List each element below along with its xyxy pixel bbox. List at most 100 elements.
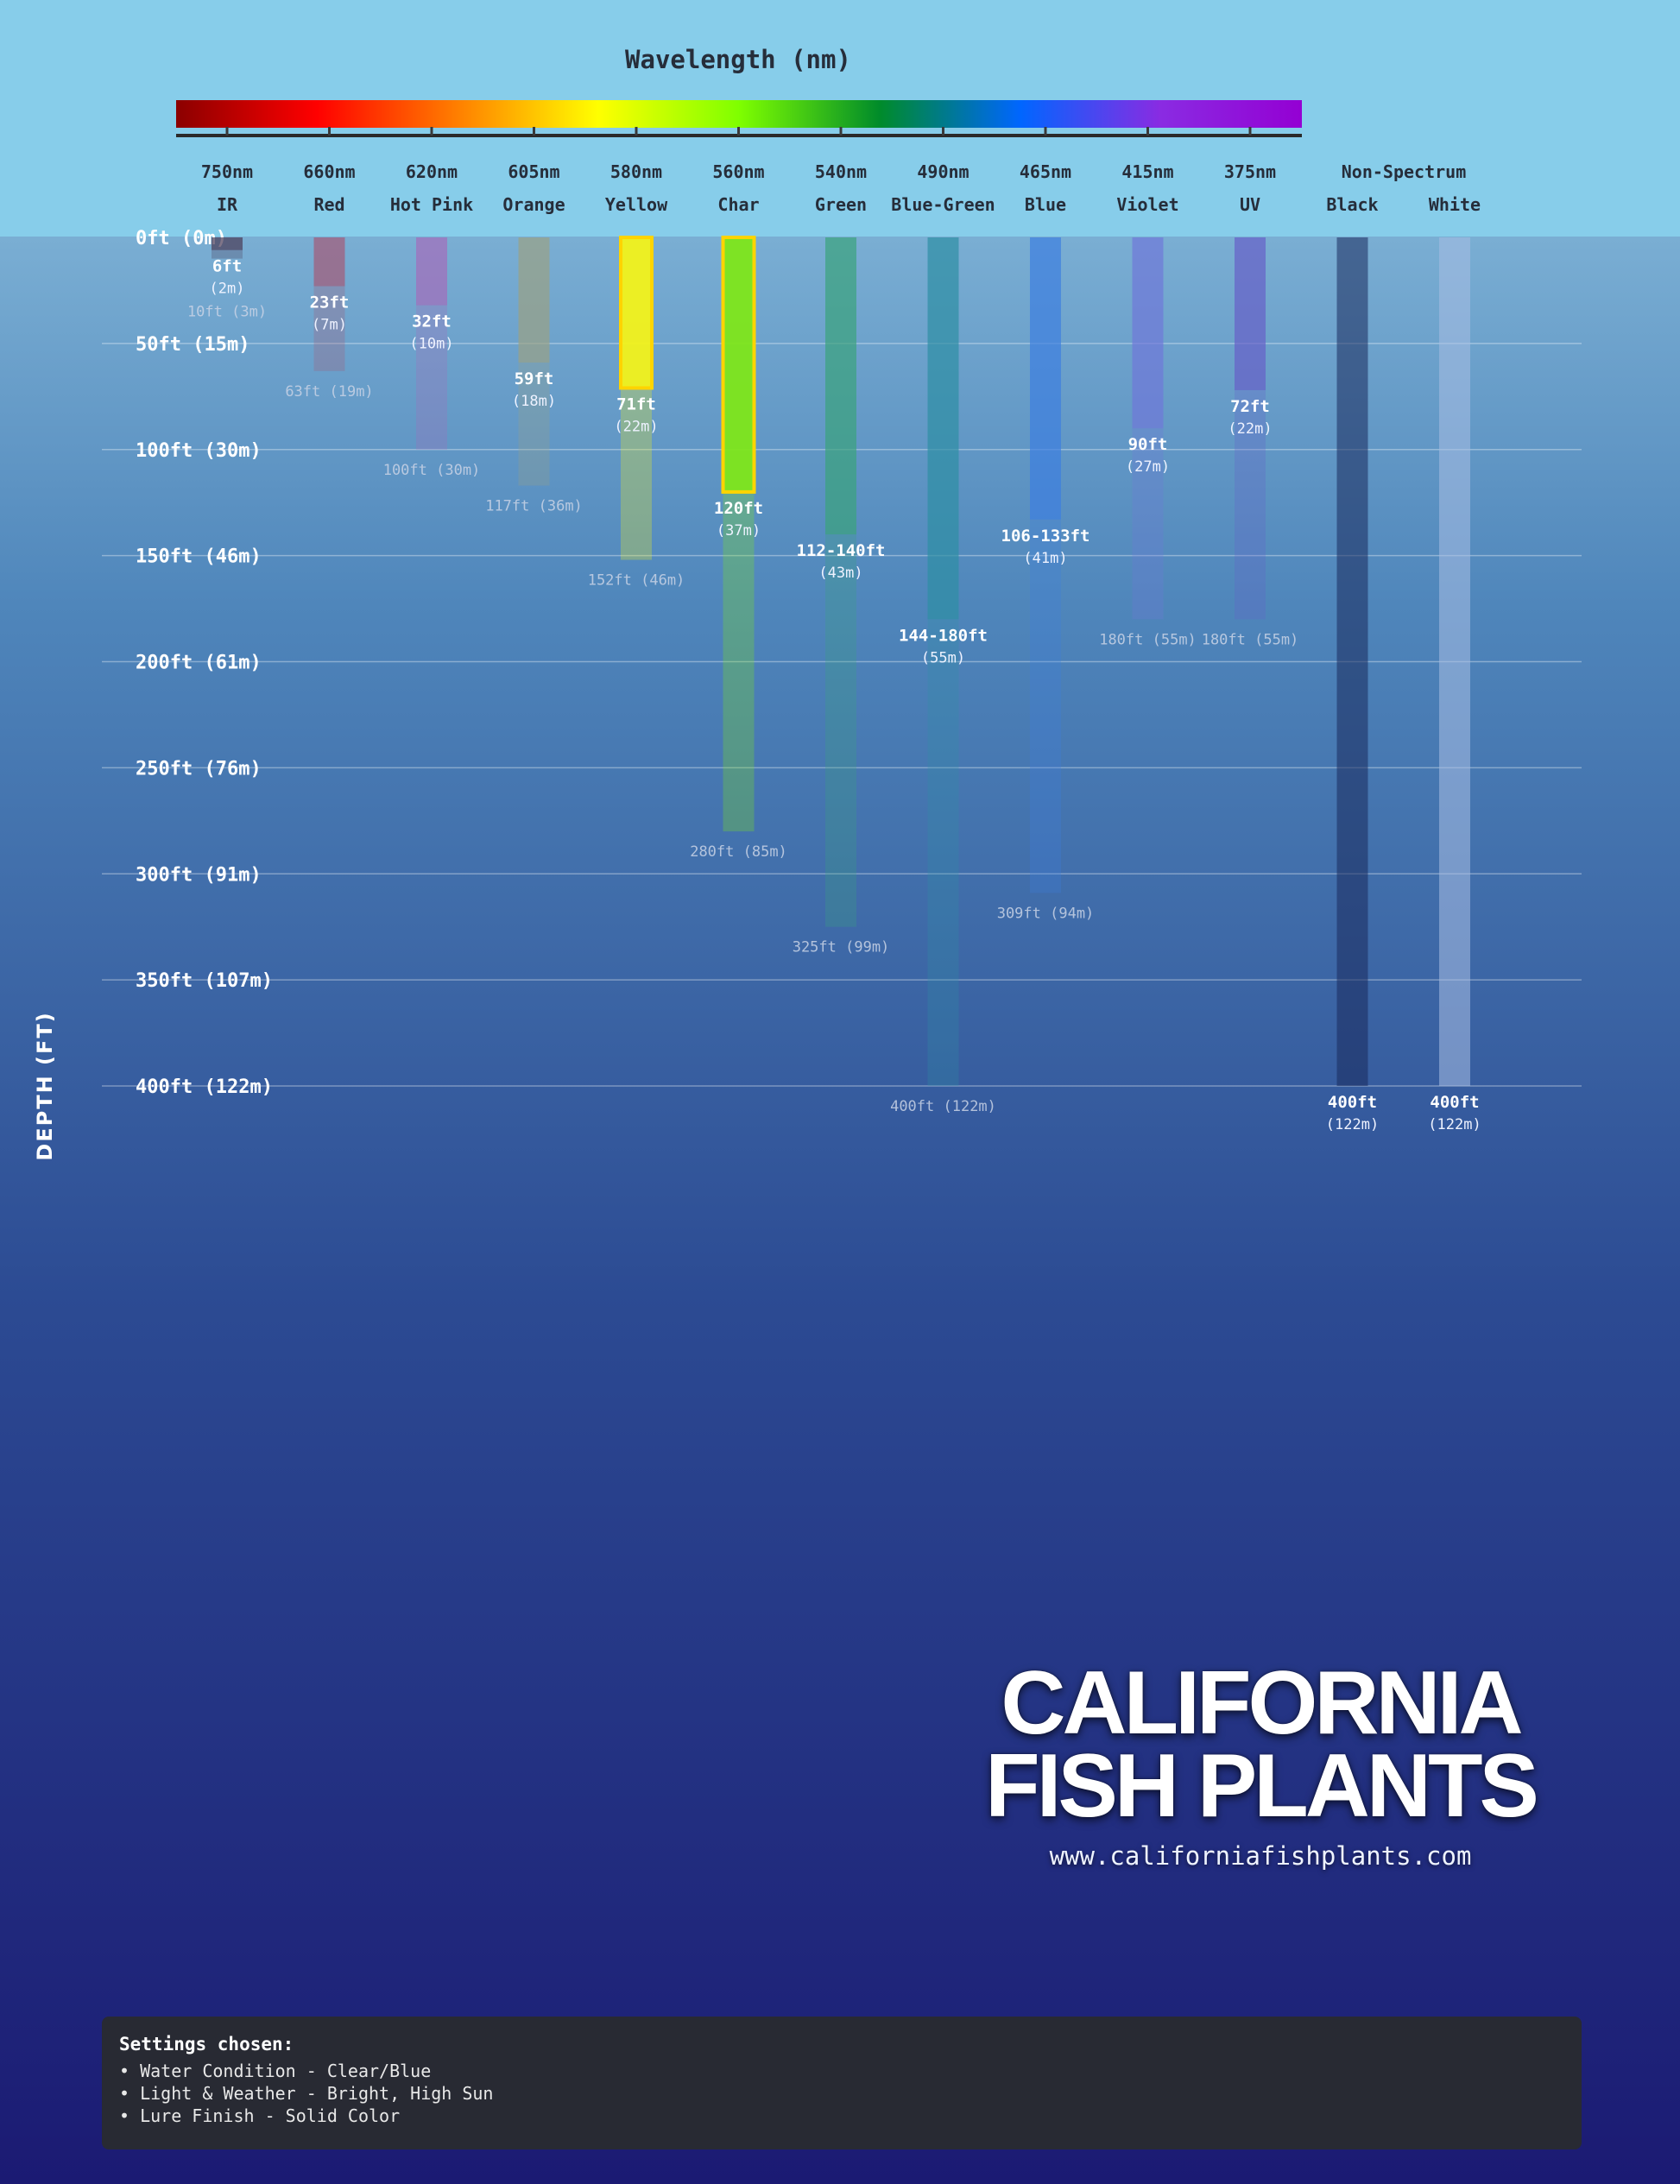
visible-depth-sub-label: (41m) bbox=[1023, 550, 1067, 567]
column-wavelength: 375nm bbox=[1224, 161, 1276, 182]
spectrum-ticks bbox=[225, 127, 1252, 136]
visible-depth-sub-label: (18m) bbox=[512, 393, 556, 410]
bar-visible-blue bbox=[1030, 237, 1061, 520]
y-tick-label: 300ft (91m) bbox=[136, 864, 262, 886]
column-name: Orange bbox=[502, 194, 565, 215]
visible-depth-label: 59ft bbox=[515, 369, 554, 388]
bar-visible-hot-pink bbox=[416, 237, 447, 306]
bar-visible-orange bbox=[518, 237, 550, 363]
settings-item: • Lure Finish - Solid Color bbox=[119, 2105, 401, 2126]
column-name: Green bbox=[815, 194, 867, 215]
bar-visible-red bbox=[313, 237, 345, 287]
y-tick-label: 50ft (15m) bbox=[136, 334, 249, 356]
column-name: Black bbox=[1326, 194, 1378, 215]
visible-depth-label: 23ft bbox=[310, 294, 350, 312]
fade-depth-label: 309ft (94m) bbox=[997, 905, 1095, 922]
bar-visible-uv bbox=[1235, 237, 1266, 390]
bar-visible-ir bbox=[212, 237, 243, 250]
fade-depth-label: 100ft (30m) bbox=[383, 462, 481, 479]
fade-depth-label: 180ft (55m) bbox=[1099, 631, 1197, 648]
column-name: Violet bbox=[1116, 194, 1178, 215]
bar-visible-yellow bbox=[619, 236, 654, 390]
visible-depth-label: 106-133ft bbox=[1001, 527, 1090, 546]
visible-depth-sub-label: (2m) bbox=[210, 281, 245, 298]
settings-item: • Water Condition - Clear/Blue bbox=[119, 2061, 432, 2081]
y-tick-label: 150ft (46m) bbox=[136, 546, 262, 568]
bar-visible-black bbox=[1336, 237, 1368, 1086]
column-wavelength: 580nm bbox=[610, 161, 662, 182]
bar-fade-green bbox=[825, 534, 856, 927]
y-tick-label: 200ft (61m) bbox=[136, 653, 262, 674]
visible-depth-sub-label: (10m) bbox=[409, 336, 453, 353]
column-headers: 750nm IR 660nm Red 620nm Hot Pink 605nm Orange 5… bbox=[201, 161, 1481, 215]
column-wavelength: 750nm bbox=[201, 161, 253, 182]
settings-title: Settings chosen: bbox=[119, 2034, 294, 2055]
column-name: Blue bbox=[1025, 194, 1066, 215]
fade-depth-label: 280ft (85m) bbox=[690, 843, 787, 861]
bar-visible-blue-green bbox=[927, 237, 959, 620]
visible-depth-sub-label: (37m) bbox=[717, 522, 761, 540]
column-wavelength: 605nm bbox=[508, 161, 559, 182]
bar-visible-char bbox=[721, 236, 756, 494]
visible-depth-sub-label: (27m) bbox=[1126, 458, 1170, 476]
visible-depth-label: 400ft bbox=[1328, 1093, 1377, 1112]
fade-depth-label: 117ft (36m) bbox=[485, 498, 583, 515]
fade-depth-label: 63ft (19m) bbox=[285, 383, 373, 401]
column-wavelength: 415nm bbox=[1121, 161, 1173, 182]
bar-fade-ir bbox=[212, 249, 243, 259]
logo-line-2: FISH PLANTS bbox=[985, 1736, 1539, 1836]
visible-depth-sub-label: (43m) bbox=[818, 565, 862, 582]
visible-depth-sub-label: (7m) bbox=[312, 317, 347, 334]
bar-fade-orange bbox=[518, 362, 550, 486]
spectrum-gradient-bar bbox=[176, 100, 1302, 128]
y-axis-label: DEPTH (FT) bbox=[33, 1011, 57, 1160]
bar-fade-yellow bbox=[621, 388, 652, 560]
bar-fade-blue bbox=[1030, 519, 1061, 893]
bar-fade-hot-pink bbox=[416, 305, 447, 450]
visible-depth-label: 71ft bbox=[616, 395, 656, 413]
column-wavelength: 540nm bbox=[815, 161, 867, 182]
column-wavelength: 620nm bbox=[406, 161, 458, 182]
y-tick-label: 100ft (30m) bbox=[136, 440, 262, 462]
column-wavelength: 560nm bbox=[712, 161, 764, 182]
visible-depth-label: 120ft bbox=[714, 499, 763, 518]
column-name: Blue-Green bbox=[891, 194, 995, 215]
visible-depth-label: 6ft bbox=[212, 257, 242, 276]
bars-layer: 6ft (2m) 10ft (3m) 23ft (7m) 63ft (19m) 32ft (1… bbox=[187, 236, 1481, 1133]
bar-fade-blue-green bbox=[927, 619, 959, 1086]
fade-depth-label: 180ft (55m) bbox=[1202, 631, 1299, 648]
visible-depth-label: 400ft bbox=[1430, 1093, 1479, 1112]
visible-depth-sub-label: (55m) bbox=[921, 649, 965, 666]
column-name: White bbox=[1429, 194, 1481, 215]
settings-panel: Settings chosen: • Water Condition - Cle… bbox=[102, 2017, 1582, 2149]
y-tick-label: 250ft (76m) bbox=[136, 758, 262, 780]
non-spectrum-label: Non-Spectrum bbox=[1342, 161, 1467, 182]
bar-fade-char bbox=[723, 491, 755, 832]
visible-depth-label: 32ft bbox=[412, 312, 452, 331]
column-name: UV bbox=[1240, 194, 1260, 215]
visible-depth-sub-label: (22m) bbox=[614, 418, 658, 435]
settings-item: • Light & Weather - Bright, High Sun bbox=[119, 2083, 494, 2104]
depth-gridlines: 0ft (0m)50ft (15m)100ft (30m)150ft (46m)… bbox=[102, 228, 1582, 1098]
y-tick-label: 400ft (122m) bbox=[136, 1076, 273, 1098]
column-name: Hot Pink bbox=[390, 194, 473, 215]
visible-depth-sub-label: (122m) bbox=[1326, 1116, 1379, 1133]
fade-depth-label: 152ft (46m) bbox=[588, 572, 685, 590]
bar-visible-green bbox=[825, 237, 856, 535]
visible-depth-label: 112-140ft bbox=[797, 541, 886, 560]
bar-visible-violet bbox=[1132, 237, 1164, 429]
column-name: Char bbox=[717, 194, 759, 215]
bar-fade-uv bbox=[1235, 389, 1266, 620]
fade-depth-label: 325ft (99m) bbox=[793, 939, 890, 956]
bar-visible-white bbox=[1439, 237, 1470, 1086]
logo-url: www.californiafishplants.com bbox=[1049, 1841, 1472, 1871]
logo-line-1: CALIFORNIA bbox=[1001, 1653, 1523, 1753]
visible-depth-label: 72ft bbox=[1230, 397, 1270, 416]
visible-depth-label: 144-180ft bbox=[899, 626, 988, 645]
brand-logo: CALIFORNIA FISH PLANTS www.californiafis… bbox=[950, 1653, 1571, 1871]
column-name: Yellow bbox=[605, 194, 668, 215]
bar-fade-violet bbox=[1132, 428, 1164, 620]
visible-depth-label: 90ft bbox=[1128, 435, 1168, 454]
bar-fade-red bbox=[313, 286, 345, 371]
